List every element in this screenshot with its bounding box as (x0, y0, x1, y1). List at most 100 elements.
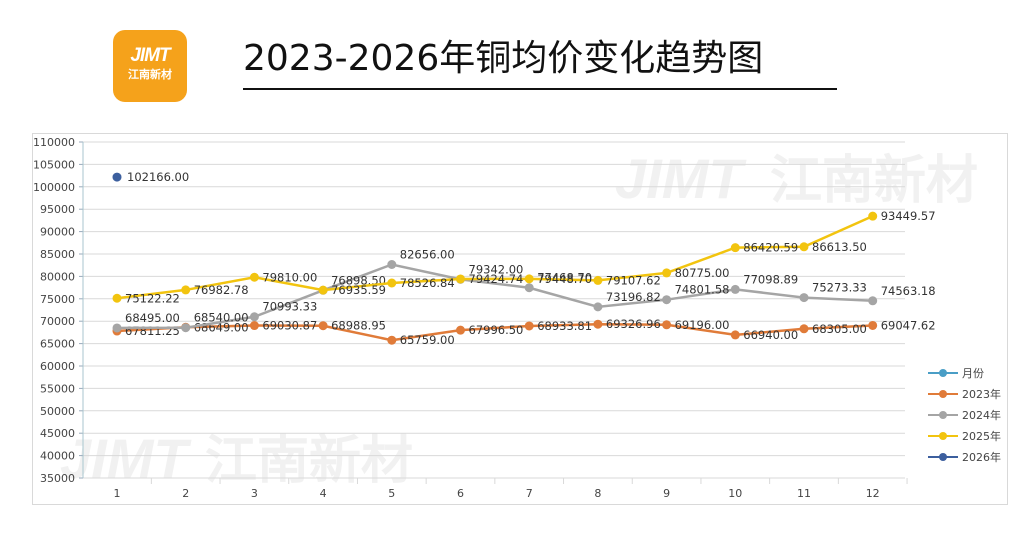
y-tick-label: 70000 (40, 315, 75, 328)
data-point (387, 335, 397, 345)
data-point (730, 284, 740, 294)
data-point (524, 321, 534, 331)
data-label: 79342.00 (469, 262, 524, 276)
data-point (730, 243, 740, 253)
data-label: 67996.50 (469, 323, 524, 337)
y-tick-label: 105000 (33, 158, 75, 171)
legend-swatch-icon (928, 452, 958, 462)
y-tick-label: 100000 (33, 181, 75, 194)
legend-label: 2025年 (962, 429, 1001, 443)
data-label: 79424.74 (469, 272, 524, 286)
y-tick-label: 50000 (40, 405, 75, 418)
data-point (593, 319, 603, 329)
data-label: 69030.87 (262, 319, 317, 333)
data-point (799, 242, 809, 252)
data-point (318, 321, 328, 331)
data-point (662, 268, 672, 278)
data-point (593, 275, 603, 285)
data-label: 66940.00 (743, 328, 798, 342)
y-tick-label: 80000 (40, 270, 75, 283)
data-label: 86420.59 (743, 241, 798, 255)
y-tick-label: 35000 (40, 472, 75, 485)
data-point (524, 274, 534, 284)
data-point (181, 285, 191, 295)
data-label: 68933.81 (537, 319, 592, 333)
data-label: 75273.33 (812, 281, 867, 295)
data-label: 74563.18 (881, 284, 936, 298)
data-point (249, 272, 259, 282)
data-label: 69196.00 (675, 318, 730, 332)
legend-item: 2025年 (928, 425, 1001, 446)
y-tick-label: 85000 (40, 248, 75, 261)
y-tick-label: 55000 (40, 382, 75, 395)
data-label: 76982.78 (194, 283, 249, 297)
y-tick-label: 65000 (40, 338, 75, 351)
data-label: 75122.22 (125, 291, 180, 305)
legend-swatch-icon (928, 410, 958, 420)
watermark-mark: JIMT (60, 427, 192, 490)
legend-item: 月份 (928, 362, 1001, 383)
logo-text: 江南新材 (128, 68, 172, 81)
watermark-text: 江南新材 (770, 151, 978, 211)
series-line (116, 322, 873, 342)
data-point (112, 323, 122, 333)
data-point (593, 302, 603, 312)
data-label: 78526.84 (400, 276, 455, 290)
data-point (249, 321, 259, 331)
y-tick-label: 95000 (40, 203, 75, 216)
y-tick-label: 75000 (40, 293, 75, 306)
series-line (116, 215, 874, 300)
data-label: 69326.96 (606, 317, 661, 331)
legend-swatch-icon (928, 431, 958, 441)
legend-swatch-icon (928, 389, 958, 399)
x-tick-label: 3 (251, 487, 258, 500)
legend-item: 2024年 (928, 404, 1001, 425)
x-tick-label: 6 (457, 487, 464, 500)
x-tick-label: 5 (388, 487, 395, 500)
data-point (662, 320, 672, 330)
data-point (799, 293, 809, 303)
data-label: 76935.59 (331, 283, 386, 297)
data-label: 80775.00 (675, 266, 730, 280)
x-tick-label: 8 (594, 487, 601, 500)
data-label: 68495.00 (125, 311, 180, 325)
x-tick-label: 11 (797, 487, 811, 500)
data-label: 74801.58 (675, 283, 730, 297)
data-point (318, 285, 328, 295)
data-label: 68540.00 (194, 311, 249, 325)
x-tick-label: 12 (866, 487, 880, 500)
data-point (730, 330, 740, 340)
y-tick-label: 45000 (40, 427, 75, 440)
data-label: 93449.57 (881, 209, 936, 223)
y-tick-label: 40000 (40, 450, 75, 463)
data-point (799, 324, 809, 334)
series-line (116, 263, 873, 330)
data-point (249, 312, 259, 322)
legend-item: 2023年 (928, 383, 1001, 404)
data-label: 68988.95 (331, 319, 386, 333)
watermark-mark: JIMT (615, 147, 747, 210)
company-logo: JIMT 江南新材 (113, 30, 187, 102)
data-point (112, 172, 122, 182)
data-label: 73196.82 (606, 290, 661, 304)
data-point (868, 320, 878, 330)
data-point (662, 295, 672, 305)
legend-label: 2023年 (962, 387, 1001, 401)
watermark-text: 江南新材 (205, 431, 413, 491)
logo-mark: JIMT (130, 45, 170, 66)
y-tick-label: 60000 (40, 360, 75, 373)
data-label: 79107.62 (606, 273, 661, 287)
chart-legend: 月份 2023年 2024年 2025年 2026年 (928, 362, 1001, 467)
x-tick-label: 7 (526, 487, 533, 500)
data-label: 86613.50 (812, 240, 867, 254)
legend-swatch-icon (928, 368, 958, 378)
data-point (387, 260, 397, 270)
data-point (456, 325, 465, 335)
data-label: 79448.70 (537, 272, 592, 286)
data-point (868, 296, 878, 306)
legend-item: 2026年 (928, 446, 1001, 467)
y-tick-label: 110000 (33, 136, 75, 149)
data-label: 79810.00 (262, 270, 317, 284)
x-tick-label: 10 (728, 487, 742, 500)
